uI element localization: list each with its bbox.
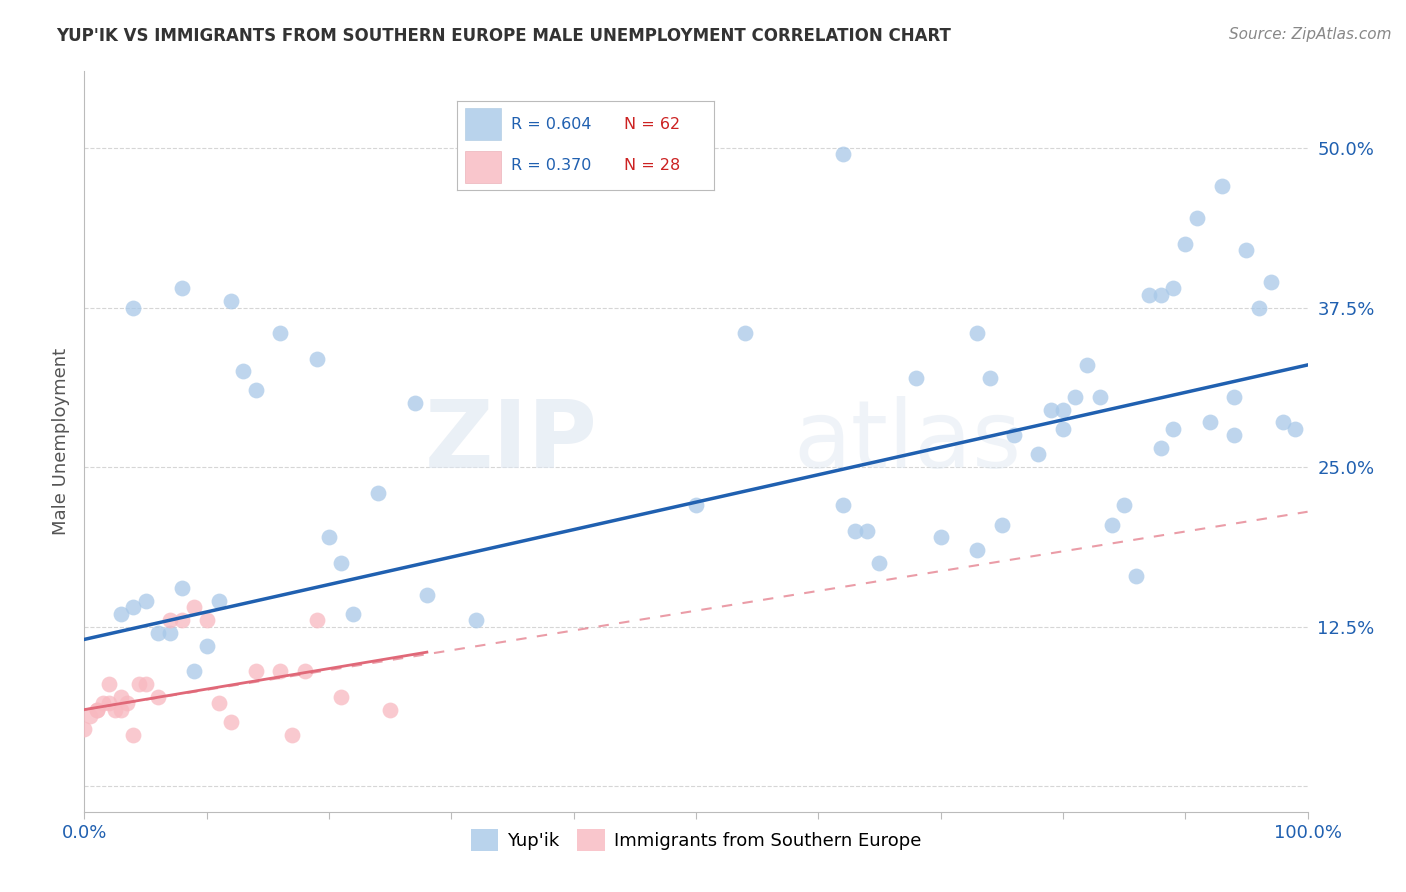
Point [232, 364, 254, 378]
Point [685, 499, 707, 513]
Point [1101, 517, 1123, 532]
Point [172, 582, 194, 596]
Point [856, 524, 879, 538]
Point [110, 690, 132, 704]
Point [1076, 358, 1098, 372]
Point [1174, 236, 1197, 251]
Point [1114, 499, 1136, 513]
Legend: Yup'ik, Immigrants from Southern Europe: Yup'ik, Immigrants from Southern Europe [464, 822, 928, 858]
Point [1223, 390, 1246, 404]
Point [991, 517, 1014, 532]
Point [245, 665, 267, 679]
Point [122, 728, 145, 742]
Point [1052, 422, 1074, 436]
Point [1161, 281, 1184, 295]
Point [219, 715, 242, 730]
Point [146, 690, 169, 704]
Point [128, 677, 150, 691]
Point [1064, 390, 1087, 404]
Point [195, 639, 218, 653]
Point [464, 613, 486, 627]
Point [905, 370, 928, 384]
Point [172, 281, 194, 295]
Point [734, 326, 756, 340]
Point [159, 626, 181, 640]
Point [929, 530, 952, 544]
Point [1039, 402, 1062, 417]
Point [172, 613, 194, 627]
Point [342, 607, 364, 621]
Point [1088, 390, 1111, 404]
Point [79, 709, 101, 723]
Point [97, 677, 120, 691]
Point [73, 722, 96, 736]
Point [86, 703, 108, 717]
Point [305, 613, 328, 627]
Point [330, 556, 353, 570]
Point [416, 588, 439, 602]
Point [1284, 422, 1306, 436]
Point [245, 384, 267, 398]
Point [1125, 568, 1147, 582]
Point [104, 703, 127, 717]
Point [1002, 428, 1025, 442]
Point [91, 696, 114, 710]
Point [294, 665, 316, 679]
Point [97, 696, 120, 710]
Point [122, 301, 145, 315]
Point [1137, 287, 1160, 301]
Point [146, 626, 169, 640]
Point [966, 326, 988, 340]
Point [110, 703, 132, 717]
Point [831, 499, 853, 513]
Point [86, 703, 108, 717]
Point [1272, 416, 1295, 430]
Point [844, 524, 866, 538]
Point [1236, 243, 1258, 257]
Point [1247, 301, 1270, 315]
Point [1223, 428, 1246, 442]
Point [1198, 416, 1220, 430]
Point [115, 696, 138, 710]
Text: Source: ZipAtlas.com: Source: ZipAtlas.com [1229, 27, 1392, 42]
Point [1187, 211, 1209, 226]
Point [219, 294, 242, 309]
Point [380, 703, 402, 717]
Point [831, 147, 853, 161]
Point [1161, 422, 1184, 436]
Point [1150, 441, 1173, 455]
Point [183, 600, 205, 615]
Point [195, 613, 218, 627]
Y-axis label: Male Unemployment: Male Unemployment [52, 348, 70, 535]
Point [269, 665, 291, 679]
Point [208, 594, 231, 608]
Text: ZIP: ZIP [425, 395, 598, 488]
Point [110, 607, 132, 621]
Point [869, 556, 891, 570]
Point [1028, 447, 1050, 461]
Point [1211, 179, 1233, 194]
Point [159, 613, 181, 627]
Point [122, 600, 145, 615]
Point [367, 485, 389, 500]
Point [979, 370, 1001, 384]
Point [1052, 402, 1074, 417]
Point [404, 396, 426, 410]
Point [1150, 287, 1173, 301]
Point [1260, 275, 1282, 289]
Text: atlas: atlas [794, 395, 1022, 488]
Point [305, 351, 328, 366]
Point [318, 530, 340, 544]
Point [183, 665, 205, 679]
Point [208, 696, 231, 710]
Point [966, 543, 988, 558]
Point [135, 594, 157, 608]
Text: YUP'IK VS IMMIGRANTS FROM SOUTHERN EUROPE MALE UNEMPLOYMENT CORRELATION CHART: YUP'IK VS IMMIGRANTS FROM SOUTHERN EUROP… [56, 27, 950, 45]
Point [135, 677, 157, 691]
Point [281, 728, 304, 742]
Point [269, 326, 291, 340]
Point [330, 690, 353, 704]
